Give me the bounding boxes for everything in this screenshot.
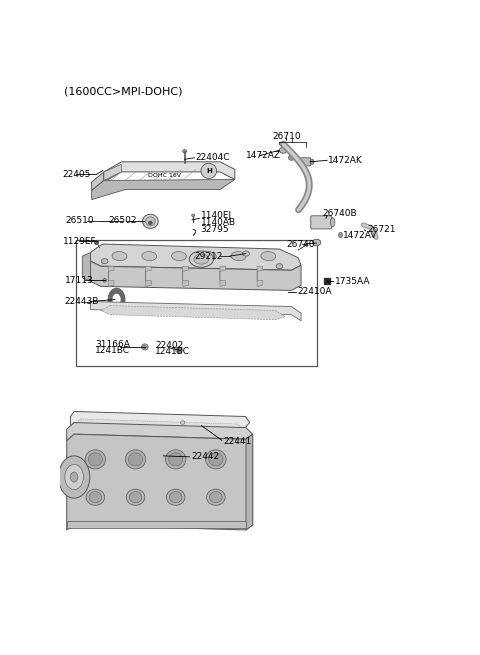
Ellipse shape xyxy=(85,450,106,469)
Text: 22402: 22402 xyxy=(155,341,183,350)
Polygon shape xyxy=(71,411,250,428)
Polygon shape xyxy=(67,422,252,441)
Ellipse shape xyxy=(311,159,314,164)
Ellipse shape xyxy=(206,489,225,505)
Text: 1140EJ: 1140EJ xyxy=(201,212,232,220)
Ellipse shape xyxy=(172,252,186,261)
Ellipse shape xyxy=(312,239,321,246)
Ellipse shape xyxy=(142,252,156,261)
Circle shape xyxy=(71,472,78,482)
Text: H: H xyxy=(206,168,212,174)
Ellipse shape xyxy=(86,489,105,505)
Ellipse shape xyxy=(166,450,186,469)
Text: 29212: 29212 xyxy=(194,252,222,261)
Polygon shape xyxy=(257,266,263,286)
Text: 26740B: 26740B xyxy=(322,209,357,217)
Text: 22404C: 22404C xyxy=(196,153,230,162)
Ellipse shape xyxy=(201,163,216,178)
Ellipse shape xyxy=(194,254,209,264)
Ellipse shape xyxy=(148,221,152,225)
Text: 1129EF: 1129EF xyxy=(63,236,96,246)
Text: 1241BC: 1241BC xyxy=(155,347,190,356)
Text: DOHC 16V: DOHC 16V xyxy=(148,173,180,178)
Ellipse shape xyxy=(176,347,182,353)
Ellipse shape xyxy=(279,147,287,153)
Ellipse shape xyxy=(129,453,143,466)
Ellipse shape xyxy=(202,252,216,261)
Ellipse shape xyxy=(89,492,102,503)
Ellipse shape xyxy=(338,233,342,238)
Circle shape xyxy=(65,464,84,490)
Text: 26502: 26502 xyxy=(108,216,137,225)
Polygon shape xyxy=(91,261,301,290)
Ellipse shape xyxy=(168,453,183,466)
Text: 26710: 26710 xyxy=(272,132,300,141)
Ellipse shape xyxy=(180,421,185,424)
Polygon shape xyxy=(104,162,235,182)
Ellipse shape xyxy=(169,492,182,503)
Polygon shape xyxy=(220,266,226,286)
Ellipse shape xyxy=(167,489,185,505)
Polygon shape xyxy=(145,266,151,286)
Ellipse shape xyxy=(189,251,214,267)
Ellipse shape xyxy=(112,252,127,261)
Polygon shape xyxy=(91,244,301,271)
Text: 1472AK: 1472AK xyxy=(328,156,362,165)
Polygon shape xyxy=(183,266,188,286)
Ellipse shape xyxy=(288,155,294,160)
Polygon shape xyxy=(91,301,301,321)
Ellipse shape xyxy=(261,252,276,261)
Ellipse shape xyxy=(88,453,102,466)
Ellipse shape xyxy=(145,217,155,226)
Ellipse shape xyxy=(129,492,142,503)
Text: 26510: 26510 xyxy=(66,216,94,225)
Ellipse shape xyxy=(330,218,335,227)
Polygon shape xyxy=(77,419,241,430)
Text: 1140AB: 1140AB xyxy=(201,218,236,227)
Ellipse shape xyxy=(209,453,223,466)
Text: 22441: 22441 xyxy=(223,438,251,446)
Text: 1241BC: 1241BC xyxy=(96,346,131,356)
Text: 22405: 22405 xyxy=(62,170,90,179)
Text: 17113: 17113 xyxy=(64,276,93,285)
Ellipse shape xyxy=(143,345,147,348)
Polygon shape xyxy=(92,172,104,191)
Text: 22443B: 22443B xyxy=(64,297,99,306)
Ellipse shape xyxy=(142,344,148,350)
Ellipse shape xyxy=(143,214,158,229)
Ellipse shape xyxy=(276,264,283,269)
Ellipse shape xyxy=(231,252,246,261)
Text: 1472AV: 1472AV xyxy=(343,231,377,240)
Text: 22410A: 22410A xyxy=(297,288,332,297)
Text: 31166A: 31166A xyxy=(96,341,130,349)
Text: 26740: 26740 xyxy=(286,240,315,248)
Text: 26721: 26721 xyxy=(367,225,396,234)
Polygon shape xyxy=(83,253,91,282)
FancyBboxPatch shape xyxy=(67,521,246,529)
Polygon shape xyxy=(246,434,252,530)
Text: 1472AZ: 1472AZ xyxy=(246,151,281,160)
Ellipse shape xyxy=(103,278,107,282)
FancyBboxPatch shape xyxy=(311,215,332,229)
Ellipse shape xyxy=(183,150,186,153)
Ellipse shape xyxy=(125,450,146,469)
Ellipse shape xyxy=(101,259,108,264)
Text: 22442: 22442 xyxy=(191,453,219,461)
Text: (1600CC>MPI-DOHC): (1600CC>MPI-DOHC) xyxy=(64,86,182,96)
Ellipse shape xyxy=(210,492,222,503)
Polygon shape xyxy=(101,305,285,320)
Ellipse shape xyxy=(177,348,181,352)
Polygon shape xyxy=(92,179,235,200)
Polygon shape xyxy=(104,164,121,181)
Ellipse shape xyxy=(205,450,226,469)
Ellipse shape xyxy=(192,214,195,217)
Text: 1735AA: 1735AA xyxy=(335,277,370,286)
Text: 32795: 32795 xyxy=(201,225,229,234)
Ellipse shape xyxy=(126,489,145,505)
Ellipse shape xyxy=(243,251,249,256)
Circle shape xyxy=(59,456,90,498)
FancyBboxPatch shape xyxy=(300,158,311,166)
Polygon shape xyxy=(67,434,252,530)
Polygon shape xyxy=(108,266,114,286)
